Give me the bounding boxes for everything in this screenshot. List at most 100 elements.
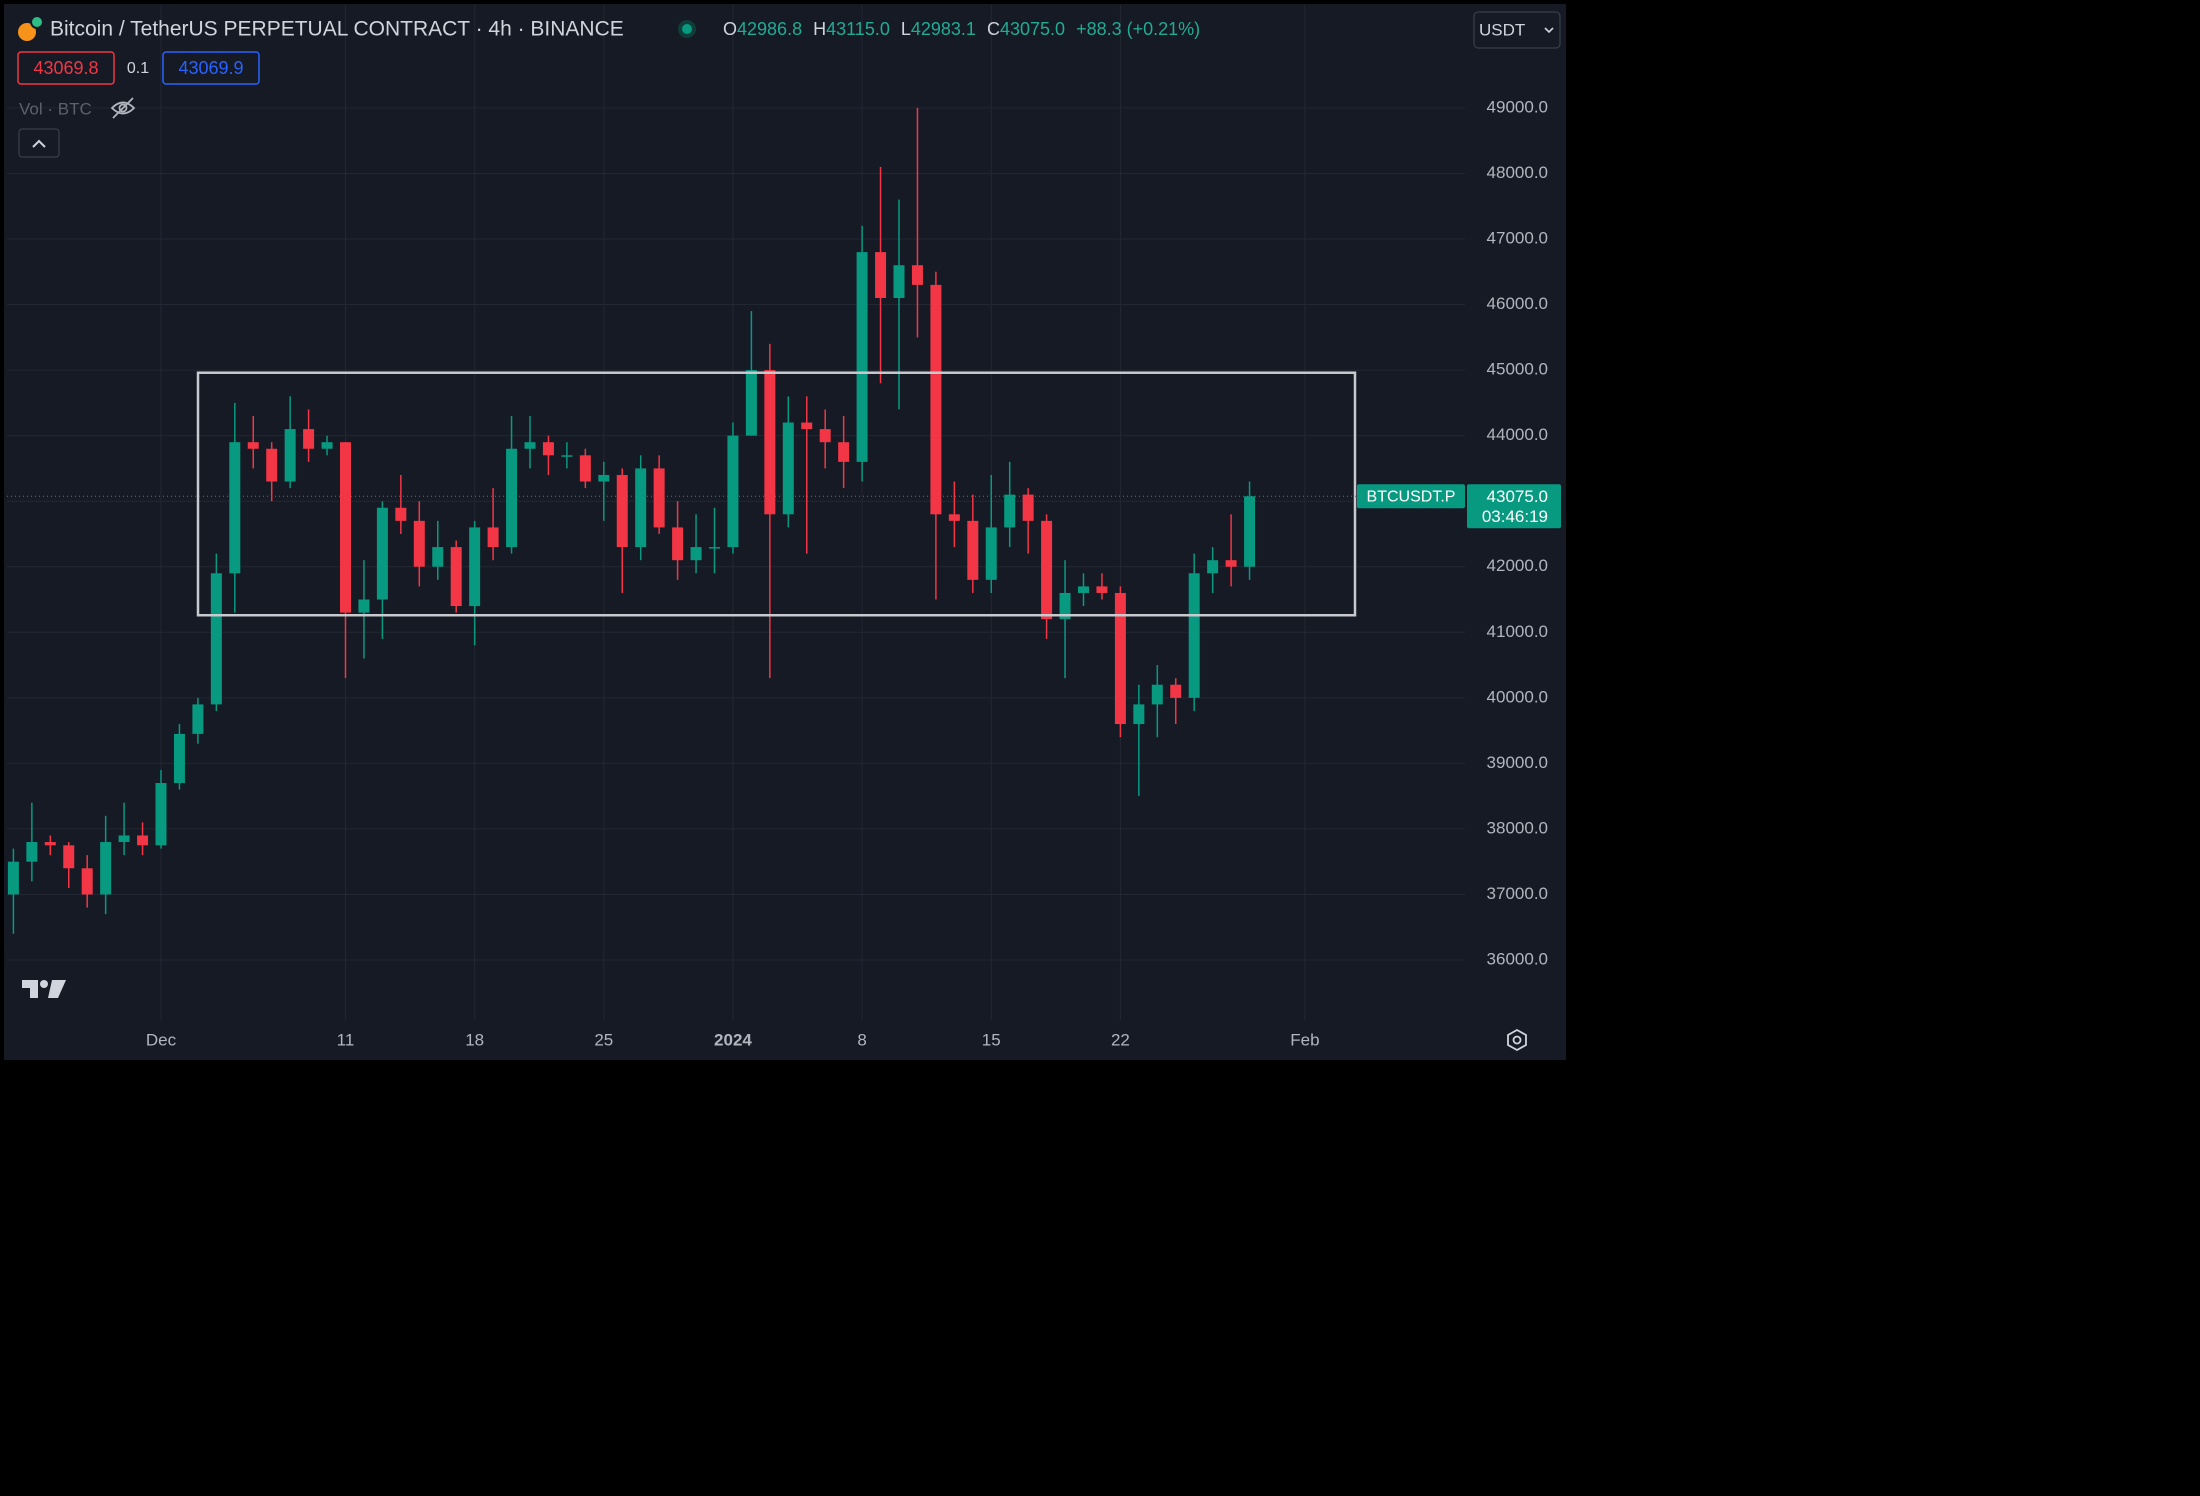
x-tick-label: 2024 — [714, 1030, 752, 1049]
ohlc-value: 42986.8 — [737, 19, 802, 39]
collapse-button[interactable] — [18, 128, 60, 158]
candle-body — [930, 284, 942, 515]
y-tick-label: 44000.0 — [1487, 425, 1548, 444]
candle-body — [653, 468, 665, 528]
last-price: 43075.0 — [1487, 487, 1548, 506]
candle-body — [81, 868, 93, 895]
logo — [22, 980, 66, 998]
plot — [7, 107, 1465, 934]
change: +88.3 (+0.21%) — [1076, 19, 1200, 39]
candle-body — [819, 429, 831, 443]
candle-body — [764, 370, 776, 515]
x-tick-label: 18 — [465, 1030, 484, 1049]
candle-body — [266, 448, 278, 482]
candle-body — [303, 429, 315, 449]
x-tick-label: 22 — [1111, 1030, 1130, 1049]
candle-body — [44, 842, 56, 846]
candle-body — [985, 527, 997, 580]
candle-body — [856, 252, 868, 462]
candle-body — [1170, 684, 1182, 698]
candle-body — [7, 861, 19, 895]
candle-body — [1244, 496, 1256, 567]
candle-body — [210, 573, 222, 705]
y-tick-label: 47000.0 — [1487, 228, 1548, 247]
symbol-tag — [1357, 484, 1465, 509]
x-tick-label: Dec — [146, 1030, 177, 1049]
candle-body — [1114, 592, 1126, 725]
y-tick-label: 40000.0 — [1487, 687, 1548, 706]
countdown: 03:46:19 — [1482, 507, 1548, 526]
candle-body — [450, 547, 462, 607]
candle-body — [1078, 586, 1089, 593]
ohlc-value: 43115.0 — [826, 19, 890, 39]
candle-body — [432, 547, 444, 567]
candle-body — [524, 442, 536, 449]
ohlc-label: L — [901, 19, 911, 39]
y-tick-label: 41000.0 — [1487, 622, 1548, 641]
y-tick-label: 49000.0 — [1487, 97, 1548, 116]
ohlc-label: O — [723, 19, 737, 39]
candle-body — [1133, 704, 1145, 725]
candle-body — [247, 442, 259, 449]
ask: 43069.9 — [178, 58, 243, 78]
candle-body — [598, 474, 610, 482]
ohlc: O42986.8 H43115.0 L42983.1 C43075.0 +88.… — [723, 19, 1200, 39]
y-tick-label: 48000.0 — [1487, 163, 1548, 182]
x-tick-label: Feb — [1290, 1030, 1319, 1049]
candle-body — [1096, 586, 1108, 593]
candle-body — [801, 422, 813, 430]
ohlc-label: C — [987, 19, 1000, 39]
chart-title[interactable]: Bitcoin / TetherUS PERPETUAL CONTRACT · … — [50, 18, 624, 41]
candle-body — [911, 265, 923, 285]
range-box — [196, 371, 1357, 617]
volume-label: Vol · BTC — [19, 99, 92, 118]
candle-body — [321, 442, 333, 449]
candle-body — [745, 370, 757, 436]
bid: 43069.8 — [33, 58, 98, 78]
chart: Bitcoin / TetherUS PERPETUAL CONTRACT · … — [4, 4, 1566, 1060]
candle-body — [118, 835, 130, 843]
page: Bitcoin / TetherUS PERPETUAL CONTRACT · … — [4, 4, 1566, 1060]
symbol: BTCUSDT.P — [1367, 488, 1456, 505]
candle-body — [173, 733, 185, 784]
candle-body — [690, 547, 702, 561]
ohlc-value: 43075.0 — [1000, 19, 1065, 39]
candle-body — [192, 704, 204, 734]
y-tick-label: 45000.0 — [1487, 360, 1548, 379]
currency-select[interactable] — [1473, 11, 1561, 49]
candle-body — [709, 547, 720, 549]
dropdown-arrow — [1544, 27, 1554, 34]
candle-body — [137, 835, 149, 846]
ask-box[interactable] — [162, 51, 260, 85]
x-tick-label: 25 — [594, 1030, 613, 1049]
candle-body — [63, 845, 75, 869]
candle-body — [1188, 573, 1200, 698]
candle-body — [672, 527, 684, 561]
candle-body — [1004, 494, 1016, 528]
spread: 0.1 — [127, 60, 149, 77]
candle-body — [155, 783, 167, 846]
candle-body — [340, 442, 351, 613]
y-tick-label: 38000.0 — [1487, 818, 1548, 837]
candle-body — [1022, 494, 1034, 521]
candle-body — [893, 265, 905, 298]
candle-body — [26, 842, 38, 862]
chevron — [32, 139, 46, 148]
candle-body — [376, 507, 388, 600]
candle-body — [395, 507, 407, 521]
candle-body — [875, 252, 887, 298]
ohlc-value: 42983.1 — [911, 19, 976, 39]
hide-icon[interactable] — [110, 97, 136, 119]
x-tick-label: 15 — [982, 1030, 1001, 1049]
settings-icon[interactable] — [1507, 1028, 1527, 1052]
bid-box[interactable] — [17, 51, 115, 85]
status-dot — [682, 24, 692, 34]
candle-body — [967, 520, 979, 580]
x-tick-label: 11 — [337, 1030, 355, 1049]
candle-body — [469, 527, 481, 607]
candle-body — [616, 474, 628, 548]
candle-body — [100, 842, 112, 895]
y-tick-label: 37000.0 — [1487, 884, 1548, 903]
y-tick-label: 46000.0 — [1487, 294, 1548, 313]
coin-badge — [30, 15, 44, 29]
